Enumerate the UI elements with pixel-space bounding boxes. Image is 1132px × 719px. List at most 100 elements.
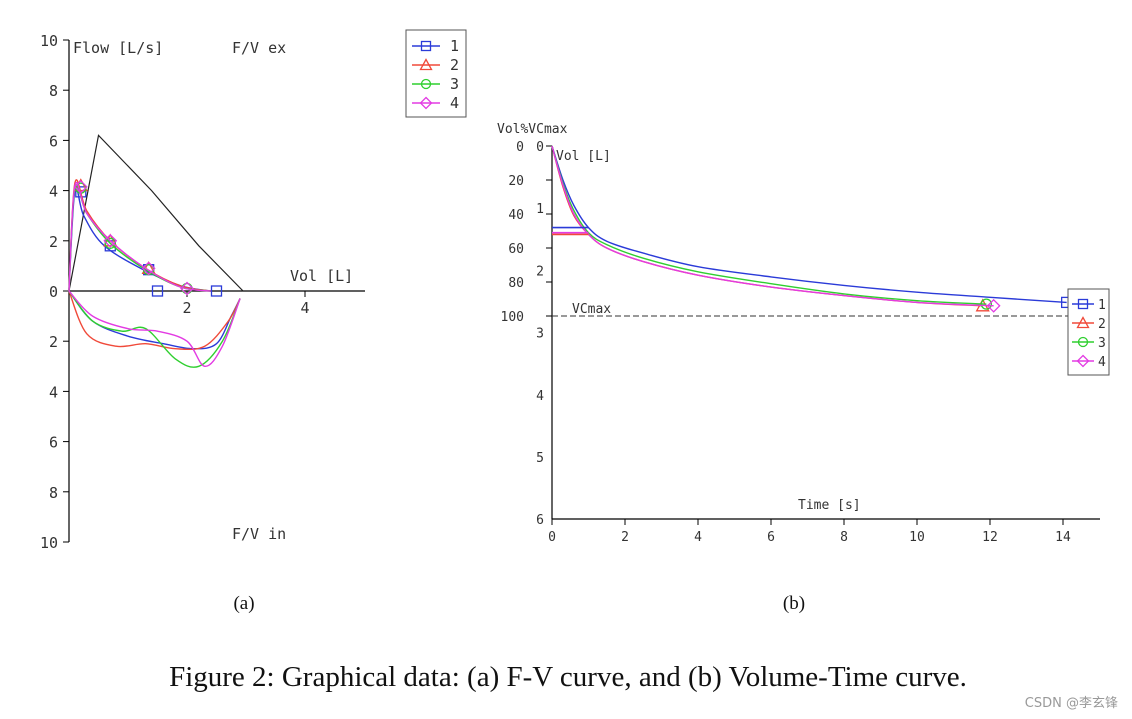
vt-percent-tick-label: 40 bbox=[508, 208, 524, 223]
fv-expiration-curve bbox=[68, 186, 211, 292]
fv-data-point bbox=[103, 233, 118, 248]
fv-data-point bbox=[181, 282, 193, 295]
fv-y-tick-label: 2 bbox=[49, 233, 58, 251]
vt-liter-tick-label: 2 bbox=[536, 264, 544, 279]
fv-x-tick-label: 2 bbox=[182, 299, 191, 317]
watermark: CSDN @李玄锋 bbox=[1025, 696, 1118, 711]
vt-legend-label: 1 bbox=[1098, 298, 1106, 313]
vt-series-4 bbox=[551, 145, 1001, 313]
vt-end-marker bbox=[986, 298, 1001, 313]
fv-data-point bbox=[151, 285, 164, 297]
panel-b-label: (b) bbox=[783, 593, 805, 614]
fv-y-tick-label: 6 bbox=[49, 434, 58, 452]
vt-x-ticks: 0 2 4 6 8 10 12 14 bbox=[548, 519, 1071, 545]
fv-y-tick-label: 8 bbox=[49, 82, 58, 100]
panel-a-label: (a) bbox=[233, 593, 254, 614]
vt-liter-tick-label: 1 bbox=[536, 202, 544, 217]
vt-x-tick-label: 2 bbox=[621, 530, 629, 545]
vt-percent-tick-label: 20 bbox=[508, 174, 524, 189]
vt-series-1 bbox=[551, 145, 1073, 309]
fv-legend-marker bbox=[420, 40, 432, 52]
fv-y-tick-label: 6 bbox=[49, 132, 58, 150]
fv-x-axis-label: Vol [L] bbox=[290, 267, 353, 285]
vt-end-marker bbox=[980, 298, 992, 310]
fv-legend-marker bbox=[419, 58, 433, 71]
vt-legend: 1 2 3 4 bbox=[1067, 288, 1110, 376]
fv-data-point bbox=[73, 179, 88, 194]
fv-legend-label: 4 bbox=[450, 94, 459, 112]
vt-x-tick-label: 10 bbox=[909, 530, 925, 545]
vt-curve bbox=[551, 145, 983, 307]
vt-liter-tick-label: 5 bbox=[536, 451, 544, 466]
fv-legend-marker bbox=[420, 78, 432, 90]
fv-data-point bbox=[104, 237, 116, 249]
vt-curve bbox=[551, 145, 1067, 304]
fv-expiration-label: F/V ex bbox=[232, 39, 286, 57]
fv-reference-line bbox=[68, 134, 244, 292]
vt-x-tick-label: 6 bbox=[767, 530, 775, 545]
fv-y-tick-label: 10 bbox=[40, 32, 58, 50]
vt-x-axis-label: Time [s] bbox=[798, 498, 861, 513]
vt-liter-tick-label: 4 bbox=[536, 389, 544, 404]
vt-x-tick-label: 8 bbox=[840, 530, 848, 545]
vt-x-tick-label: 14 bbox=[1055, 530, 1071, 545]
vt-series bbox=[551, 145, 1073, 313]
fv-data-point bbox=[141, 261, 156, 276]
fv-y-tick-label: 10 bbox=[40, 534, 58, 552]
fv-inspiration-curve bbox=[68, 290, 241, 368]
vt-percent-tick-label: 80 bbox=[508, 276, 524, 291]
fv-legend-label: 1 bbox=[450, 37, 459, 55]
vt-legend-label: 3 bbox=[1098, 336, 1106, 351]
fv-legend-marker bbox=[419, 96, 433, 110]
fv-y-tick-label: 4 bbox=[49, 383, 58, 401]
fv-inspiration-label: F/V in bbox=[232, 525, 286, 543]
fv-x-tick-label: 4 bbox=[300, 299, 309, 317]
vt-liter-tick-label: 6 bbox=[536, 513, 544, 528]
fv-y-tick-label: 0 bbox=[49, 283, 58, 301]
fv-data-point bbox=[210, 285, 223, 297]
vt-liter-tick-label: 3 bbox=[536, 327, 544, 342]
vt-percent-tick-label: 60 bbox=[508, 242, 524, 257]
vt-series-2 bbox=[551, 145, 990, 312]
fv-legend-label: 3 bbox=[450, 75, 459, 93]
fv-y-tick-label: 4 bbox=[49, 183, 58, 201]
fv-reference-polyline bbox=[68, 134, 244, 292]
fv-series-4 bbox=[68, 179, 241, 368]
fv-y-tick-label: 2 bbox=[49, 333, 58, 351]
vt-curve bbox=[551, 145, 987, 305]
fv-series bbox=[68, 178, 241, 368]
vt-legend-marker bbox=[1076, 316, 1090, 329]
vt-percent-tick-label: 100 bbox=[501, 310, 524, 325]
vt-legend-marker bbox=[1077, 298, 1089, 310]
fv-series-2 bbox=[68, 178, 241, 351]
vt-legend-label: 2 bbox=[1098, 317, 1106, 332]
fv-expiration-curve bbox=[68, 184, 211, 292]
fv-inspiration-curve bbox=[68, 290, 241, 368]
vt-percent-axis-label: Vol%VCmax bbox=[497, 122, 568, 137]
vcmax-label: VCmax bbox=[572, 302, 611, 317]
vt-legend-label: 4 bbox=[1098, 355, 1106, 370]
vt-liter-ticks: 0 1 2 3 4 5 6 bbox=[536, 140, 544, 528]
fv-data-point bbox=[180, 281, 194, 296]
vt-x-tick-label: 12 bbox=[982, 530, 998, 545]
fv-legend-label: 2 bbox=[450, 56, 459, 74]
fv-y-axis-label: Flow [L/s] bbox=[73, 39, 163, 57]
fv-y-ticks: 10 8 6 4 2 0 2 4 6 8 10 bbox=[40, 32, 69, 552]
vt-legend-marker bbox=[1076, 354, 1090, 368]
figure-caption: Figure 2: Graphical data: (a) F-V curve,… bbox=[169, 661, 967, 693]
vt-series-3 bbox=[551, 145, 992, 310]
fv-inspiration-curve bbox=[68, 290, 241, 351]
vt-x-tick-label: 4 bbox=[694, 530, 702, 545]
vt-percent-tick-label: 0 bbox=[516, 140, 524, 155]
vt-curve bbox=[551, 145, 994, 307]
vt-liter-axis-label: Vol [L] bbox=[556, 149, 611, 164]
vt-liter-tick-label: 0 bbox=[536, 140, 544, 155]
fv-y-tick-label: 8 bbox=[49, 484, 58, 502]
fv-expiration-curve bbox=[68, 181, 211, 292]
